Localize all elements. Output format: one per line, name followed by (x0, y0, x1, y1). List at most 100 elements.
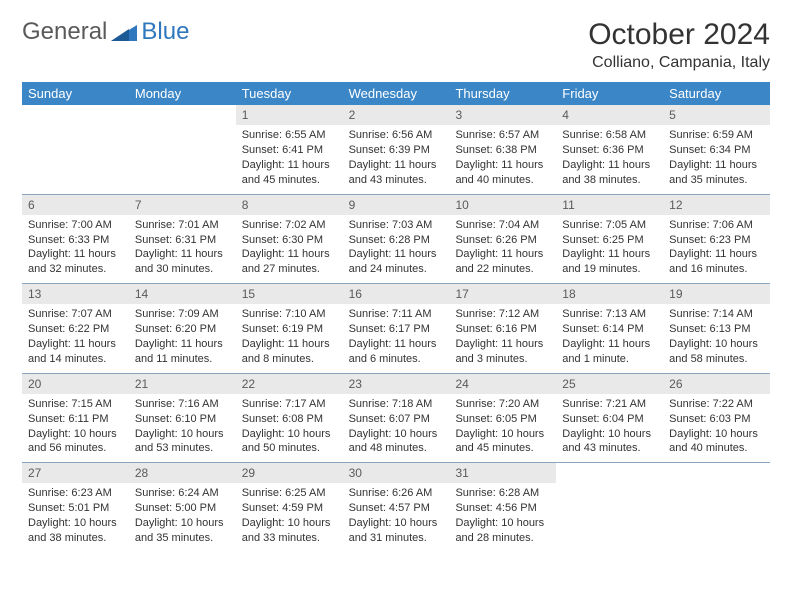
sunrise-text: Sunrise: 7:00 AM (28, 218, 123, 233)
daylight-text: Daylight: 10 hours and 56 minutes. (28, 427, 123, 457)
calendar-cell: 4Sunrise: 6:58 AMSunset: 6:36 PMDaylight… (556, 105, 663, 194)
daylight-text: Daylight: 11 hours and 43 minutes. (349, 158, 444, 188)
day-number: 14 (129, 284, 236, 304)
day-details: Sunrise: 6:59 AMSunset: 6:34 PMDaylight:… (663, 125, 770, 193)
daylight-text: Daylight: 10 hours and 38 minutes. (28, 516, 123, 546)
calendar-cell: 25Sunrise: 7:21 AMSunset: 6:04 PMDayligh… (556, 374, 663, 463)
sunrise-text: Sunrise: 7:16 AM (135, 397, 230, 412)
logo-text-general: General (22, 18, 107, 46)
day-number (22, 105, 129, 109)
daylight-text: Daylight: 10 hours and 58 minutes. (669, 337, 764, 367)
sunset-text: Sunset: 6:34 PM (669, 143, 764, 158)
month-title: October 2024 (588, 18, 770, 52)
logo-text-blue: Blue (141, 18, 189, 46)
daylight-text: Daylight: 11 hours and 14 minutes. (28, 337, 123, 367)
calendar-cell: 5Sunrise: 6:59 AMSunset: 6:34 PMDaylight… (663, 105, 770, 194)
sunset-text: Sunset: 6:16 PM (455, 322, 550, 337)
calendar-week: 1Sunrise: 6:55 AMSunset: 6:41 PMDaylight… (22, 105, 770, 194)
day-number (129, 105, 236, 109)
sunset-text: Sunset: 6:22 PM (28, 322, 123, 337)
sunrise-text: Sunrise: 6:59 AM (669, 128, 764, 143)
sunrise-text: Sunrise: 7:20 AM (455, 397, 550, 412)
daylight-text: Daylight: 11 hours and 24 minutes. (349, 247, 444, 277)
calendar-cell: 28Sunrise: 6:24 AMSunset: 5:00 PMDayligh… (129, 463, 236, 552)
calendar-cell (22, 105, 129, 194)
day-number: 18 (556, 284, 663, 304)
sunrise-text: Sunrise: 6:24 AM (135, 486, 230, 501)
sunrise-text: Sunrise: 7:05 AM (562, 218, 657, 233)
sunset-text: Sunset: 4:57 PM (349, 501, 444, 516)
weekday-header: Saturday (663, 82, 770, 105)
sunset-text: Sunset: 6:23 PM (669, 233, 764, 248)
sunrise-text: Sunrise: 6:23 AM (28, 486, 123, 501)
sunrise-text: Sunrise: 7:15 AM (28, 397, 123, 412)
calendar-cell: 22Sunrise: 7:17 AMSunset: 6:08 PMDayligh… (236, 374, 343, 463)
daylight-text: Daylight: 11 hours and 22 minutes. (455, 247, 550, 277)
sunrise-text: Sunrise: 6:56 AM (349, 128, 444, 143)
daylight-text: Daylight: 11 hours and 35 minutes. (669, 158, 764, 188)
day-number: 24 (449, 374, 556, 394)
day-details: Sunrise: 6:25 AMSunset: 4:59 PMDaylight:… (236, 483, 343, 551)
day-details: Sunrise: 6:57 AMSunset: 6:38 PMDaylight:… (449, 125, 556, 193)
calendar-cell: 23Sunrise: 7:18 AMSunset: 6:07 PMDayligh… (343, 374, 450, 463)
sunrise-text: Sunrise: 6:25 AM (242, 486, 337, 501)
sunrise-text: Sunrise: 6:58 AM (562, 128, 657, 143)
sunrise-text: Sunrise: 7:09 AM (135, 307, 230, 322)
calendar-cell: 21Sunrise: 7:16 AMSunset: 6:10 PMDayligh… (129, 374, 236, 463)
day-details: Sunrise: 7:01 AMSunset: 6:31 PMDaylight:… (129, 215, 236, 283)
calendar-cell: 24Sunrise: 7:20 AMSunset: 6:05 PMDayligh… (449, 374, 556, 463)
day-details: Sunrise: 6:55 AMSunset: 6:41 PMDaylight:… (236, 125, 343, 193)
calendar-cell: 15Sunrise: 7:10 AMSunset: 6:19 PMDayligh… (236, 284, 343, 373)
daylight-text: Daylight: 10 hours and 43 minutes. (562, 427, 657, 457)
sunset-text: Sunset: 6:20 PM (135, 322, 230, 337)
sunset-text: Sunset: 6:03 PM (669, 412, 764, 427)
day-details: Sunrise: 6:58 AMSunset: 6:36 PMDaylight:… (556, 125, 663, 193)
calendar-cell (556, 463, 663, 552)
logo: General Blue (22, 18, 189, 46)
day-number: 28 (129, 463, 236, 483)
calendar: Sunday Monday Tuesday Wednesday Thursday… (22, 82, 770, 552)
sunset-text: Sunset: 6:07 PM (349, 412, 444, 427)
daylight-text: Daylight: 11 hours and 8 minutes. (242, 337, 337, 367)
calendar-cell: 1Sunrise: 6:55 AMSunset: 6:41 PMDaylight… (236, 105, 343, 194)
day-number: 3 (449, 105, 556, 125)
calendar-cell: 14Sunrise: 7:09 AMSunset: 6:20 PMDayligh… (129, 284, 236, 373)
day-number: 25 (556, 374, 663, 394)
sunrise-text: Sunrise: 6:26 AM (349, 486, 444, 501)
day-number: 4 (556, 105, 663, 125)
sunset-text: Sunset: 6:08 PM (242, 412, 337, 427)
sunset-text: Sunset: 6:33 PM (28, 233, 123, 248)
day-number: 17 (449, 284, 556, 304)
day-details: Sunrise: 7:12 AMSunset: 6:16 PMDaylight:… (449, 304, 556, 372)
daylight-text: Daylight: 11 hours and 45 minutes. (242, 158, 337, 188)
calendar-cell: 16Sunrise: 7:11 AMSunset: 6:17 PMDayligh… (343, 284, 450, 373)
calendar-cell: 19Sunrise: 7:14 AMSunset: 6:13 PMDayligh… (663, 284, 770, 373)
calendar-cell: 18Sunrise: 7:13 AMSunset: 6:14 PMDayligh… (556, 284, 663, 373)
calendar-cell (663, 463, 770, 552)
day-details: Sunrise: 7:13 AMSunset: 6:14 PMDaylight:… (556, 304, 663, 372)
day-details: Sunrise: 7:04 AMSunset: 6:26 PMDaylight:… (449, 215, 556, 283)
day-number (663, 463, 770, 467)
day-number: 9 (343, 195, 450, 215)
daylight-text: Daylight: 11 hours and 38 minutes. (562, 158, 657, 188)
day-details: Sunrise: 6:28 AMSunset: 4:56 PMDaylight:… (449, 483, 556, 551)
day-details: Sunrise: 7:11 AMSunset: 6:17 PMDaylight:… (343, 304, 450, 372)
sunset-text: Sunset: 6:39 PM (349, 143, 444, 158)
daylight-text: Daylight: 10 hours and 45 minutes. (455, 427, 550, 457)
weekday-header-row: Sunday Monday Tuesday Wednesday Thursday… (22, 82, 770, 105)
sunrise-text: Sunrise: 7:17 AM (242, 397, 337, 412)
day-number: 22 (236, 374, 343, 394)
sunset-text: Sunset: 6:41 PM (242, 143, 337, 158)
sunrise-text: Sunrise: 7:06 AM (669, 218, 764, 233)
calendar-cell: 17Sunrise: 7:12 AMSunset: 6:16 PMDayligh… (449, 284, 556, 373)
daylight-text: Daylight: 11 hours and 16 minutes. (669, 247, 764, 277)
daylight-text: Daylight: 10 hours and 28 minutes. (455, 516, 550, 546)
daylight-text: Daylight: 10 hours and 31 minutes. (349, 516, 444, 546)
sunrise-text: Sunrise: 6:57 AM (455, 128, 550, 143)
sunset-text: Sunset: 6:30 PM (242, 233, 337, 248)
day-number: 7 (129, 195, 236, 215)
day-details: Sunrise: 7:22 AMSunset: 6:03 PMDaylight:… (663, 394, 770, 462)
sunrise-text: Sunrise: 7:22 AM (669, 397, 764, 412)
sunset-text: Sunset: 6:36 PM (562, 143, 657, 158)
daylight-text: Daylight: 11 hours and 30 minutes. (135, 247, 230, 277)
